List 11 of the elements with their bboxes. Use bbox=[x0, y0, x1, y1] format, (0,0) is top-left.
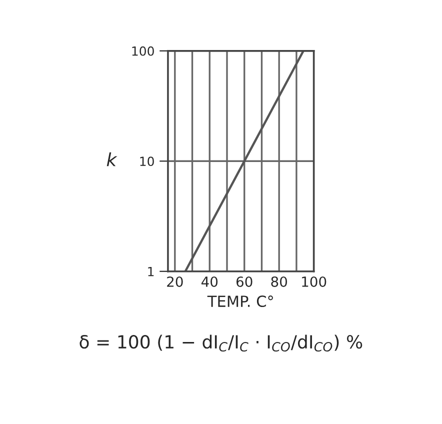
x-tick-label: 60 bbox=[236, 276, 252, 287]
text: δ = 100 (1 − dI$_{C}$/I$_{C}$ · I$_{CO}$/dI$_{CO}$) % bbox=[80, 334, 362, 352]
x-tick-label: 100 bbox=[302, 276, 326, 287]
y-tick-label: 1 bbox=[148, 266, 154, 276]
x-axis-title: TEMP. C° bbox=[207, 295, 273, 308]
x-tick-label: 40 bbox=[201, 276, 218, 287]
x-tick-label: 80 bbox=[271, 276, 288, 287]
y-tick-label: 100 bbox=[132, 46, 154, 56]
x-tick-label: 20 bbox=[167, 276, 183, 287]
y-tick-label: 10 bbox=[140, 156, 154, 166]
y-axis-title: k bbox=[106, 152, 118, 166]
